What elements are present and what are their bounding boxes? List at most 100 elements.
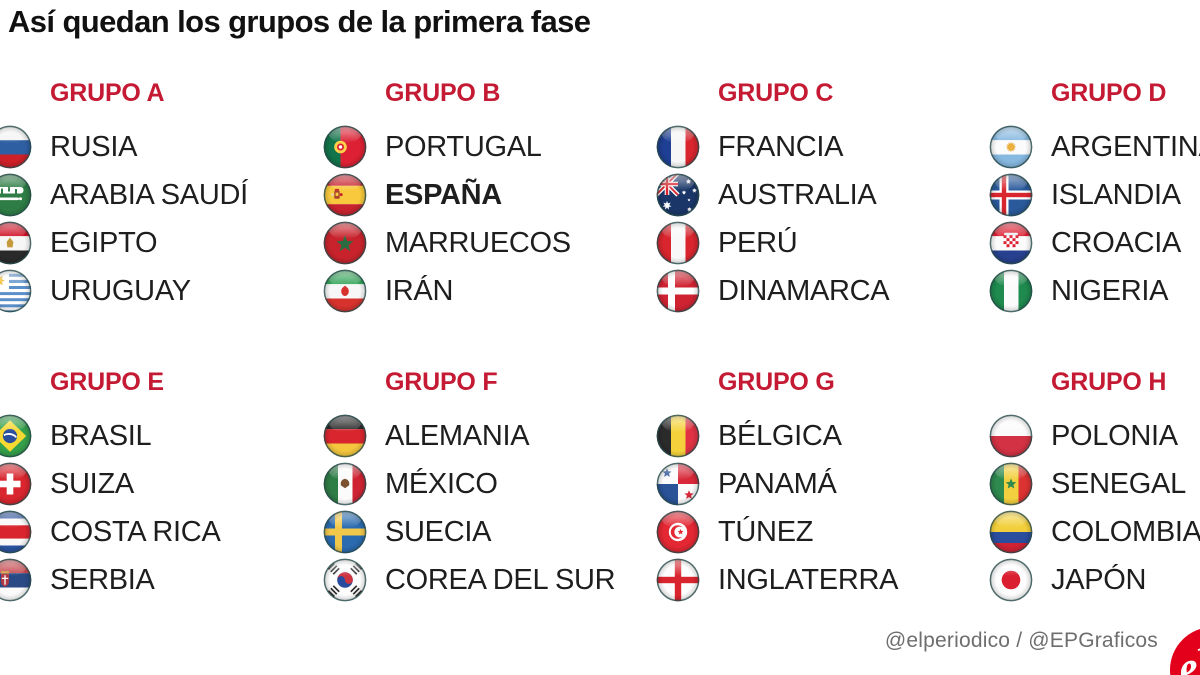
group-a: GRUPO A RUSIA ARABIA SAUDÍ EGIPTO URUGUA… [0, 78, 388, 315]
team-name: NIGERIA [1051, 274, 1169, 307]
denmark-flag-icon [656, 269, 700, 313]
team-name: SUIZA [50, 467, 134, 500]
team-name: MÉXICO [385, 467, 498, 500]
croatia-flag-icon [989, 221, 1033, 265]
team-name: FRANCIA [718, 130, 844, 163]
group-b: GRUPO B PORTUGAL ESPAÑA MARRUECOS IRÁN [323, 78, 723, 315]
nigeria-flag-icon [989, 269, 1033, 313]
group-header: GRUPO G [718, 368, 835, 396]
team-name: ARABIA SAUDÍ [50, 178, 248, 211]
germany-flag-icon [323, 414, 367, 458]
team-name: PERÚ [718, 226, 798, 259]
team-name: AUSTRALIA [718, 178, 877, 211]
credits-text: @elperiodico / @EPGraficos [884, 629, 1158, 652]
team-row: COSTA RICA [0, 508, 388, 556]
brazil-flag-icon [0, 414, 32, 458]
team-name: TÚNEZ [718, 515, 814, 548]
team-name: URUGUAY [50, 274, 191, 307]
team-name: DINAMARCA [718, 274, 890, 307]
team-row: NIGERIA [989, 267, 1200, 315]
team-row: IRÁN [323, 267, 723, 315]
team-name: EGIPTO [50, 226, 158, 259]
elperiodico-logo-letters: eP [1170, 631, 1200, 675]
team-name: RUSIA [50, 130, 138, 163]
team-row: MARRUECOS [323, 219, 723, 267]
team-row: SENEGAL [989, 460, 1200, 508]
team-row: ARABIA SAUDÍ [0, 171, 388, 219]
uruguay-flag-icon [0, 269, 32, 313]
group-f: GRUPO F ALEMANIA MÉXICO SUECIA COREA DEL… [323, 367, 723, 604]
team-row: URUGUAY [0, 267, 388, 315]
team-row: SUIZA [0, 460, 388, 508]
team-name: PANAMÁ [718, 467, 837, 500]
team-name: COLOMBIA [1051, 515, 1200, 548]
team-name: SENEGAL [1051, 467, 1186, 500]
team-name: POLONIA [1051, 419, 1178, 452]
group-e: GRUPO E BRASIL SUIZA COSTA RICA SERBIA [0, 367, 388, 604]
group-header: GRUPO D [1051, 79, 1167, 107]
iceland-flag-icon [989, 173, 1033, 217]
team-name: PORTUGAL [385, 130, 542, 163]
group-h: GRUPO H POLONIA SENEGAL COLOMBIA JAPÓN [989, 367, 1200, 604]
team-name: BÉLGICA [718, 419, 842, 452]
serbia-flag-icon [0, 558, 32, 602]
japan-flag-icon [989, 558, 1033, 602]
team-name: ISLANDIA [1051, 178, 1181, 211]
team-row: JAPÓN [989, 556, 1200, 604]
team-row: POLONIA [989, 412, 1200, 460]
russia-flag-icon [0, 125, 32, 169]
team-name: SERBIA [50, 563, 155, 596]
group-c: GRUPO C FRANCIA AUSTRALIA PERÚ DINAMARCA [656, 78, 1056, 315]
team-name: BRASIL [50, 419, 152, 452]
team-row: COREA DEL SUR [323, 556, 723, 604]
team-name: SUECIA [385, 515, 492, 548]
group-header: GRUPO E [50, 368, 164, 396]
team-row: ARGENTINA [989, 123, 1200, 171]
group-header: GRUPO H [1051, 368, 1167, 396]
england-flag-icon [656, 558, 700, 602]
spain-flag-icon [323, 173, 367, 217]
iran-flag-icon [323, 269, 367, 313]
team-row: SERBIA [0, 556, 388, 604]
group-g: GRUPO G BÉLGICA PANAMÁ TÚNEZ INGLATERRA [656, 367, 1056, 604]
saudi-arabia-flag-icon [0, 173, 32, 217]
france-flag-icon [656, 125, 700, 169]
group-header: GRUPO B [385, 79, 501, 107]
team-name: JAPÓN [1051, 563, 1147, 596]
tunisia-flag-icon [656, 510, 700, 554]
group-d: GRUPO D ARGENTINA ISLANDIA CROACIA NIGER… [989, 78, 1200, 315]
team-row: FRANCIA [656, 123, 1056, 171]
team-row: INGLATERRA [656, 556, 1056, 604]
panama-flag-icon [656, 462, 700, 506]
team-row: COLOMBIA [989, 508, 1200, 556]
switzerland-flag-icon [0, 462, 32, 506]
team-row: ISLANDIA [989, 171, 1200, 219]
team-row: BRASIL [0, 412, 388, 460]
page-title: Así quedan los grupos de la primera fase [8, 4, 591, 39]
team-name: INGLATERRA [718, 563, 899, 596]
team-row: AUSTRALIA [656, 171, 1056, 219]
team-row: BÉLGICA [656, 412, 1056, 460]
team-row: PORTUGAL [323, 123, 723, 171]
team-row: DINAMARCA [656, 267, 1056, 315]
team-name: CROACIA [1051, 226, 1182, 259]
team-row: TÚNEZ [656, 508, 1056, 556]
egypt-flag-icon [0, 221, 32, 265]
team-name: ALEMANIA [385, 419, 530, 452]
team-row: ESPAÑA [323, 171, 723, 219]
team-name: COSTA RICA [50, 515, 221, 548]
sweden-flag-icon [323, 510, 367, 554]
colombia-flag-icon [989, 510, 1033, 554]
team-name: COREA DEL SUR [385, 563, 616, 596]
senegal-flag-icon [989, 462, 1033, 506]
portugal-flag-icon [323, 125, 367, 169]
team-name: MARRUECOS [385, 226, 571, 259]
team-row: CROACIA [989, 219, 1200, 267]
team-row: RUSIA [0, 123, 388, 171]
team-row: PANAMÁ [656, 460, 1056, 508]
team-row: MÉXICO [323, 460, 723, 508]
mexico-flag-icon [323, 462, 367, 506]
poland-flag-icon [989, 414, 1033, 458]
team-name: ESPAÑA [385, 178, 502, 211]
